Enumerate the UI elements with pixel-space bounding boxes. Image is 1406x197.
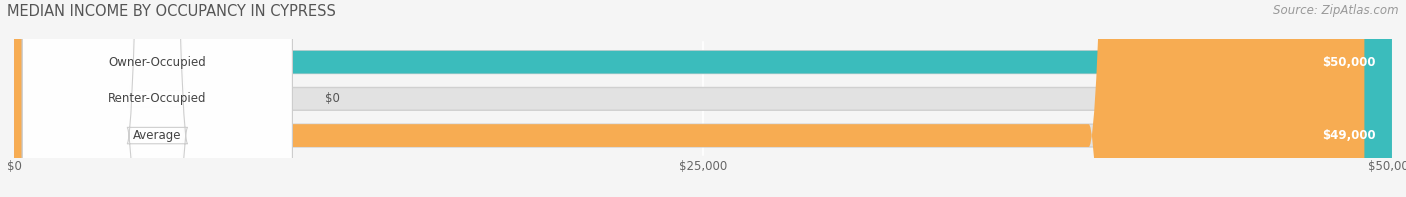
Text: $0: $0: [325, 92, 340, 105]
FancyBboxPatch shape: [14, 0, 1392, 197]
Text: $50,000: $50,000: [1322, 56, 1375, 69]
Text: MEDIAN INCOME BY OCCUPANCY IN CYPRESS: MEDIAN INCOME BY OCCUPANCY IN CYPRESS: [7, 4, 336, 19]
FancyBboxPatch shape: [14, 0, 1392, 197]
FancyBboxPatch shape: [22, 0, 292, 197]
FancyBboxPatch shape: [22, 0, 292, 197]
Text: $49,000: $49,000: [1322, 129, 1375, 142]
Text: Source: ZipAtlas.com: Source: ZipAtlas.com: [1274, 4, 1399, 17]
Text: Renter-Occupied: Renter-Occupied: [108, 92, 207, 105]
Text: Average: Average: [134, 129, 181, 142]
FancyBboxPatch shape: [22, 0, 292, 197]
FancyBboxPatch shape: [14, 0, 1364, 197]
FancyBboxPatch shape: [0, 0, 290, 197]
Text: Owner-Occupied: Owner-Occupied: [108, 56, 207, 69]
FancyBboxPatch shape: [14, 0, 1392, 197]
FancyBboxPatch shape: [14, 0, 1392, 197]
